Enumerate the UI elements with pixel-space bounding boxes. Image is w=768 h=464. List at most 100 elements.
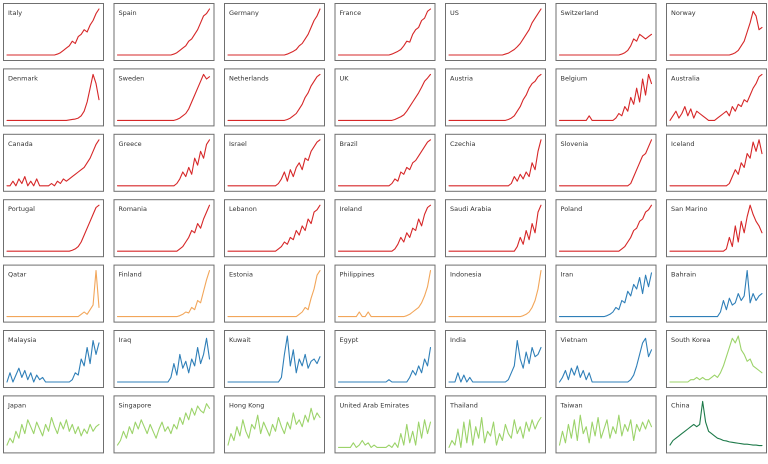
series-line-kuwait [227, 335, 321, 383]
panel-frame [555, 330, 657, 388]
panel-iceland: Iceland [666, 133, 767, 192]
panel-estonia: Estonia [224, 264, 325, 323]
series-line-egypt [337, 346, 432, 383]
panel-label: Philippines [340, 271, 376, 279]
panel-frame [224, 199, 325, 258]
panel-frame [113, 330, 215, 388]
series-line-australia [669, 73, 763, 121]
series-line-canada [6, 139, 100, 187]
panel-frame [666, 3, 767, 61]
series-line-iraq [116, 337, 211, 383]
panel-label: Ireland [340, 205, 362, 213]
panel-label: Estonia [229, 271, 253, 279]
series-line-hong-kong [227, 407, 321, 446]
panel-label: Egypt [340, 336, 359, 344]
panel-spain: Spain [113, 3, 215, 61]
panel-ireland: Ireland [334, 199, 436, 258]
panel-label: Malaysia [8, 336, 36, 344]
series-line-france [337, 8, 432, 56]
panel-frame [113, 68, 215, 127]
panel-label: Czechia [450, 140, 475, 148]
series-line-vietnam [558, 337, 653, 383]
panel-label: Romania [119, 205, 147, 213]
series-line-brazil [337, 139, 432, 187]
series-line-bahrain [669, 270, 763, 318]
panel-greece: Greece [113, 133, 215, 192]
series-line-singapore [116, 403, 211, 446]
panel-label: Netherlands [229, 74, 269, 82]
series-line-saudi-arabia [448, 204, 542, 252]
series-line-us [448, 8, 542, 56]
panel-frame [334, 3, 436, 61]
panel-norway: Norway [666, 3, 767, 61]
panel-czechia: Czechia [445, 133, 546, 192]
panel-germany: Germany [224, 3, 325, 61]
panel-frame [113, 264, 215, 323]
panel-label: Denmark [8, 74, 38, 82]
panel-frame [3, 68, 104, 127]
panel-san-marino: San Marino [666, 199, 767, 258]
series-line-sweden [116, 73, 211, 121]
panel-egypt: Egypt [334, 330, 436, 388]
panel-label: Saudi Arabia [450, 205, 491, 213]
panel-singapore: Singapore [113, 395, 215, 454]
panel-label: United Arab Emirates [340, 401, 410, 409]
panel-frame [334, 68, 436, 127]
series-line-san-marino [669, 204, 763, 252]
panel-frame [445, 68, 546, 127]
series-line-poland [558, 204, 653, 252]
series-line-malaysia [6, 340, 100, 383]
panel-label: Poland [561, 205, 583, 213]
panel-label: Belgium [561, 74, 588, 82]
panel-label: Canada [8, 140, 33, 148]
panel-label: UK [340, 74, 350, 82]
panel-frame [3, 264, 104, 323]
panel-united-arab-emirates: United Arab Emirates [334, 395, 436, 454]
panel-frame [555, 199, 657, 258]
panel-frame [334, 330, 436, 388]
series-line-switzerland [558, 33, 653, 56]
panel-frame [445, 395, 546, 454]
panel-bahrain: Bahrain [666, 264, 767, 323]
panel-frame [334, 133, 436, 192]
panel-label: China [671, 401, 690, 409]
series-line-netherlands [227, 73, 321, 121]
panel-label: Iran [561, 271, 574, 279]
panel-frame [224, 133, 325, 192]
panel-philippines: Philippines [334, 264, 436, 323]
panel-label: Thailand [449, 401, 478, 409]
series-line-ireland [337, 204, 432, 252]
series-line-finland [116, 270, 211, 318]
series-line-israel [227, 139, 321, 187]
series-line-south-korea [669, 335, 763, 383]
panel-label: Iceland [671, 140, 695, 148]
panel-slovenia: Slovenia [555, 133, 657, 192]
panel-frame [666, 199, 767, 258]
panel-label: Finland [119, 271, 142, 279]
panel-canada: Canada [3, 133, 104, 192]
panel-label: South Korea [671, 336, 710, 344]
panel-frame [113, 3, 215, 61]
series-line-iceland [669, 139, 763, 187]
panel-label: Hong Kong [229, 401, 264, 409]
panel-label: Spain [119, 9, 137, 17]
panel-australia: Australia [666, 68, 767, 127]
series-line-germany [227, 8, 321, 56]
panel-taiwan: Taiwan [555, 395, 657, 454]
panel-label: Kuwait [229, 336, 251, 344]
series-line-philippines [337, 270, 432, 318]
series-line-belgium [558, 73, 653, 121]
panel-vietnam: Vietnam [555, 330, 657, 388]
series-line-taiwan [558, 414, 653, 446]
panel-frame [224, 330, 325, 388]
panel-label: Iraq [119, 336, 132, 344]
series-line-india [448, 340, 542, 383]
series-line-united-arab-emirates [337, 419, 432, 448]
panel-label: India [450, 336, 466, 344]
panel-label: Vietnam [561, 336, 588, 344]
panel-label: Portugal [8, 205, 35, 213]
panel-france: France [334, 3, 436, 61]
series-line-thailand [448, 416, 542, 448]
panel-label: Lebanon [229, 205, 257, 213]
